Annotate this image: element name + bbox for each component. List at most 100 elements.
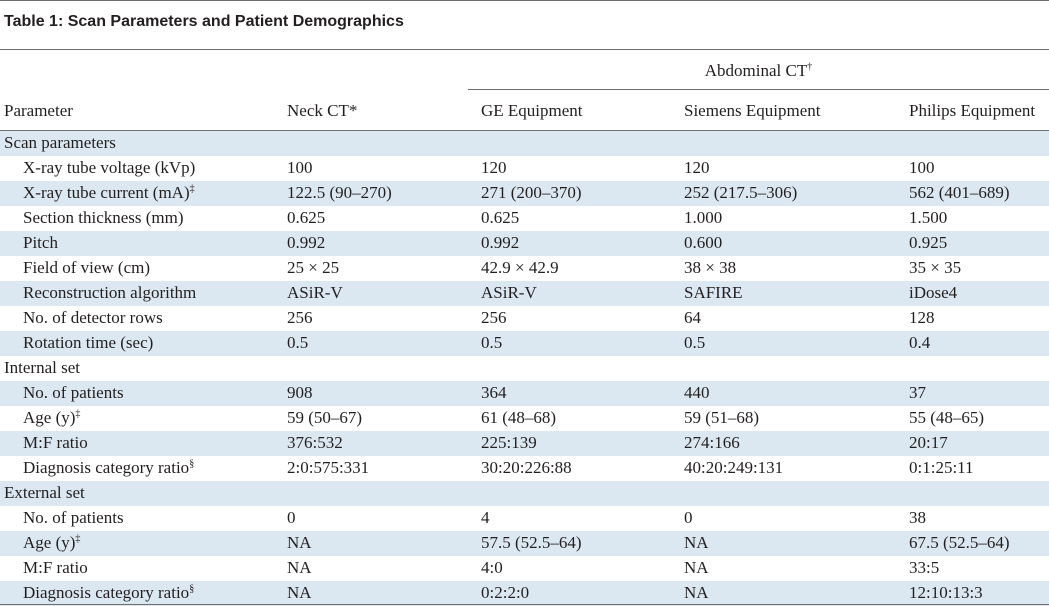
table-cell: 256 <box>287 308 313 327</box>
table-cell: NA <box>287 583 312 602</box>
table-row: No. of detector rows 256 256 64 128 <box>0 306 1049 331</box>
table-cell: 0.600 <box>684 233 723 252</box>
column-header-parameter: Parameter <box>4 101 73 120</box>
table-cell: 59 (51–68) <box>684 408 760 427</box>
table-cell: 12:10:13:3 <box>909 583 983 602</box>
table-cell: 55 (48–65) <box>909 408 985 427</box>
group-header-abdominal-ct: Abdominal CT† <box>468 61 1049 81</box>
column-header-rule <box>0 130 1049 131</box>
column-header-mark: * <box>348 101 358 120</box>
table-cell: 1.500 <box>909 208 948 227</box>
table-cell: 42.9 × 42.9 <box>481 258 559 277</box>
table-cell: 38 <box>909 508 926 527</box>
table-cell: 364 <box>481 383 507 402</box>
table-row: M:F ratio 376:532 225:139 274:166 20:17 <box>0 431 1049 456</box>
table-cell: 120 <box>684 158 710 177</box>
table-cell: 2:0:575:331 <box>287 458 370 477</box>
footnote-mark: ‡ <box>75 408 81 420</box>
table-cell: NA <box>684 533 709 552</box>
table-cell: 0.625 <box>481 208 520 227</box>
row-label: M:F ratio <box>23 433 88 452</box>
table-cell: 0.5 <box>481 333 503 352</box>
table-cell: 64 <box>684 308 701 327</box>
table-cell: iDose4 <box>909 283 958 302</box>
row-label: Section thickness (mm) <box>23 208 184 227</box>
column-header-siemens-equipment: Siemens Equipment <box>684 101 821 120</box>
footnote-mark: ‡ <box>75 533 81 545</box>
table-cell: 256 <box>481 308 507 327</box>
table-cell: 122.5 (90–270) <box>287 183 392 202</box>
table-cell: 128 <box>909 308 935 327</box>
table-cell: 40:20:249:131 <box>684 458 784 477</box>
footnote-mark: § <box>189 583 195 595</box>
row-label: Field of view (cm) <box>23 258 150 277</box>
group-header-rule <box>468 89 1049 90</box>
section-label: Internal set <box>4 358 80 377</box>
table-row: Field of view (cm) 25 × 25 42.9 × 42.9 38 ×… <box>0 256 1049 281</box>
table-row: Diagnosis category ratio§ 2:0:575:331 30:2… <box>0 456 1049 481</box>
table-cell: 0:1:25:11 <box>909 458 974 477</box>
footnote-mark: § <box>189 458 195 470</box>
column-header-philips-equipment: Philips Equipment <box>909 101 1036 120</box>
table-cell: 252 (217.5–306) <box>684 183 798 202</box>
table-cell: 0 <box>287 508 296 527</box>
table-cell: 20:17 <box>909 433 948 452</box>
section-label: External set <box>4 483 85 502</box>
table-cell: NA <box>287 533 312 552</box>
table-cell: 37 <box>909 383 926 402</box>
table-cell: 0.625 <box>287 208 326 227</box>
row-label: Diagnosis category ratio§ <box>23 583 195 602</box>
table-cell: 4 <box>481 508 490 527</box>
table-cell: 38 × 38 <box>684 258 737 277</box>
table-cell: 1.000 <box>684 208 723 227</box>
table-cell: 0.992 <box>481 233 520 252</box>
table-cell: NA <box>287 558 312 577</box>
group-header-mark: † <box>807 61 813 73</box>
group-header-label: Abdominal CT <box>704 61 808 80</box>
table-row: Diagnosis category ratio§ NA 0:2:2:0 NA 12:1… <box>0 581 1049 606</box>
table-row: X-ray tube voltage (kVp) 100 120 120 100 <box>0 156 1049 181</box>
table-cell: 562 (401–689) <box>909 183 1010 202</box>
bottom-rule <box>0 604 1049 605</box>
table-cell: 57.5 (52.5–64) <box>481 533 582 552</box>
section-label: Scan parameters <box>4 133 116 152</box>
table-cell: ASiR-V <box>287 283 343 302</box>
table-row: Reconstruction algorithm ASiR-V ASiR-V SAFI… <box>0 281 1049 306</box>
header-rule <box>0 49 1049 50</box>
table-cell: 100 <box>909 158 935 177</box>
row-label: Diagnosis category ratio§ <box>23 458 195 477</box>
row-label: Age (y)‡ <box>23 533 81 552</box>
table-cell: 0.5 <box>684 333 706 352</box>
row-label: Rotation time (sec) <box>23 333 154 352</box>
table-cell: 376:532 <box>287 433 343 452</box>
row-label: M:F ratio <box>23 558 88 577</box>
table-row: Age (y)‡ 59 (50–67) 61 (48–68) 59 (51–68) 55… <box>0 406 1049 431</box>
table-row: Age (y)‡ NA 57.5 (52.5–64) NA 67.5 (52.5–64) <box>0 531 1049 556</box>
table-cell: 120 <box>481 158 507 177</box>
row-label: Pitch <box>23 233 58 252</box>
table-row: No. of patients 908 364 440 37 <box>0 381 1049 406</box>
row-label: X-ray tube voltage (kVp) <box>23 158 196 177</box>
table-row: Pitch 0.992 0.992 0.600 0.925 <box>0 231 1049 256</box>
section-row: Scan parameters <box>0 131 1049 156</box>
table-caption: Table 1: Scan Parameters and Patient Dem… <box>4 13 404 30</box>
table-cell: 33:5 <box>909 558 940 577</box>
table-cell: 35 × 35 <box>909 258 962 277</box>
column-header-ge-equipment: GE Equipment <box>481 101 583 120</box>
row-label: No. of patients <box>23 508 124 527</box>
table-cell: 67.5 (52.5–64) <box>909 533 1010 552</box>
table-row: No. of patients 0 4 0 38 <box>0 506 1049 531</box>
row-label: No. of patients <box>23 383 124 402</box>
section-row: Internal set <box>0 356 1049 381</box>
table-cell: 225:139 <box>481 433 537 452</box>
section-row: External set <box>0 481 1049 506</box>
table-cell: 4:0 <box>481 558 503 577</box>
table-row: Section thickness (mm) 0.625 0.625 1.000 1.5… <box>0 206 1049 231</box>
footnote-mark: ‡ <box>189 183 195 195</box>
table-cell: 0.4 <box>909 333 931 352</box>
table-cell: 61 (48–68) <box>481 408 557 427</box>
table-cell: 30:20:226:88 <box>481 458 572 477</box>
table-cell: 0:2:2:0 <box>481 583 530 602</box>
table-cell: 271 (200–370) <box>481 183 582 202</box>
table-row: X-ray tube current (mA)‡ 122.5 (90–270) 27… <box>0 181 1049 206</box>
